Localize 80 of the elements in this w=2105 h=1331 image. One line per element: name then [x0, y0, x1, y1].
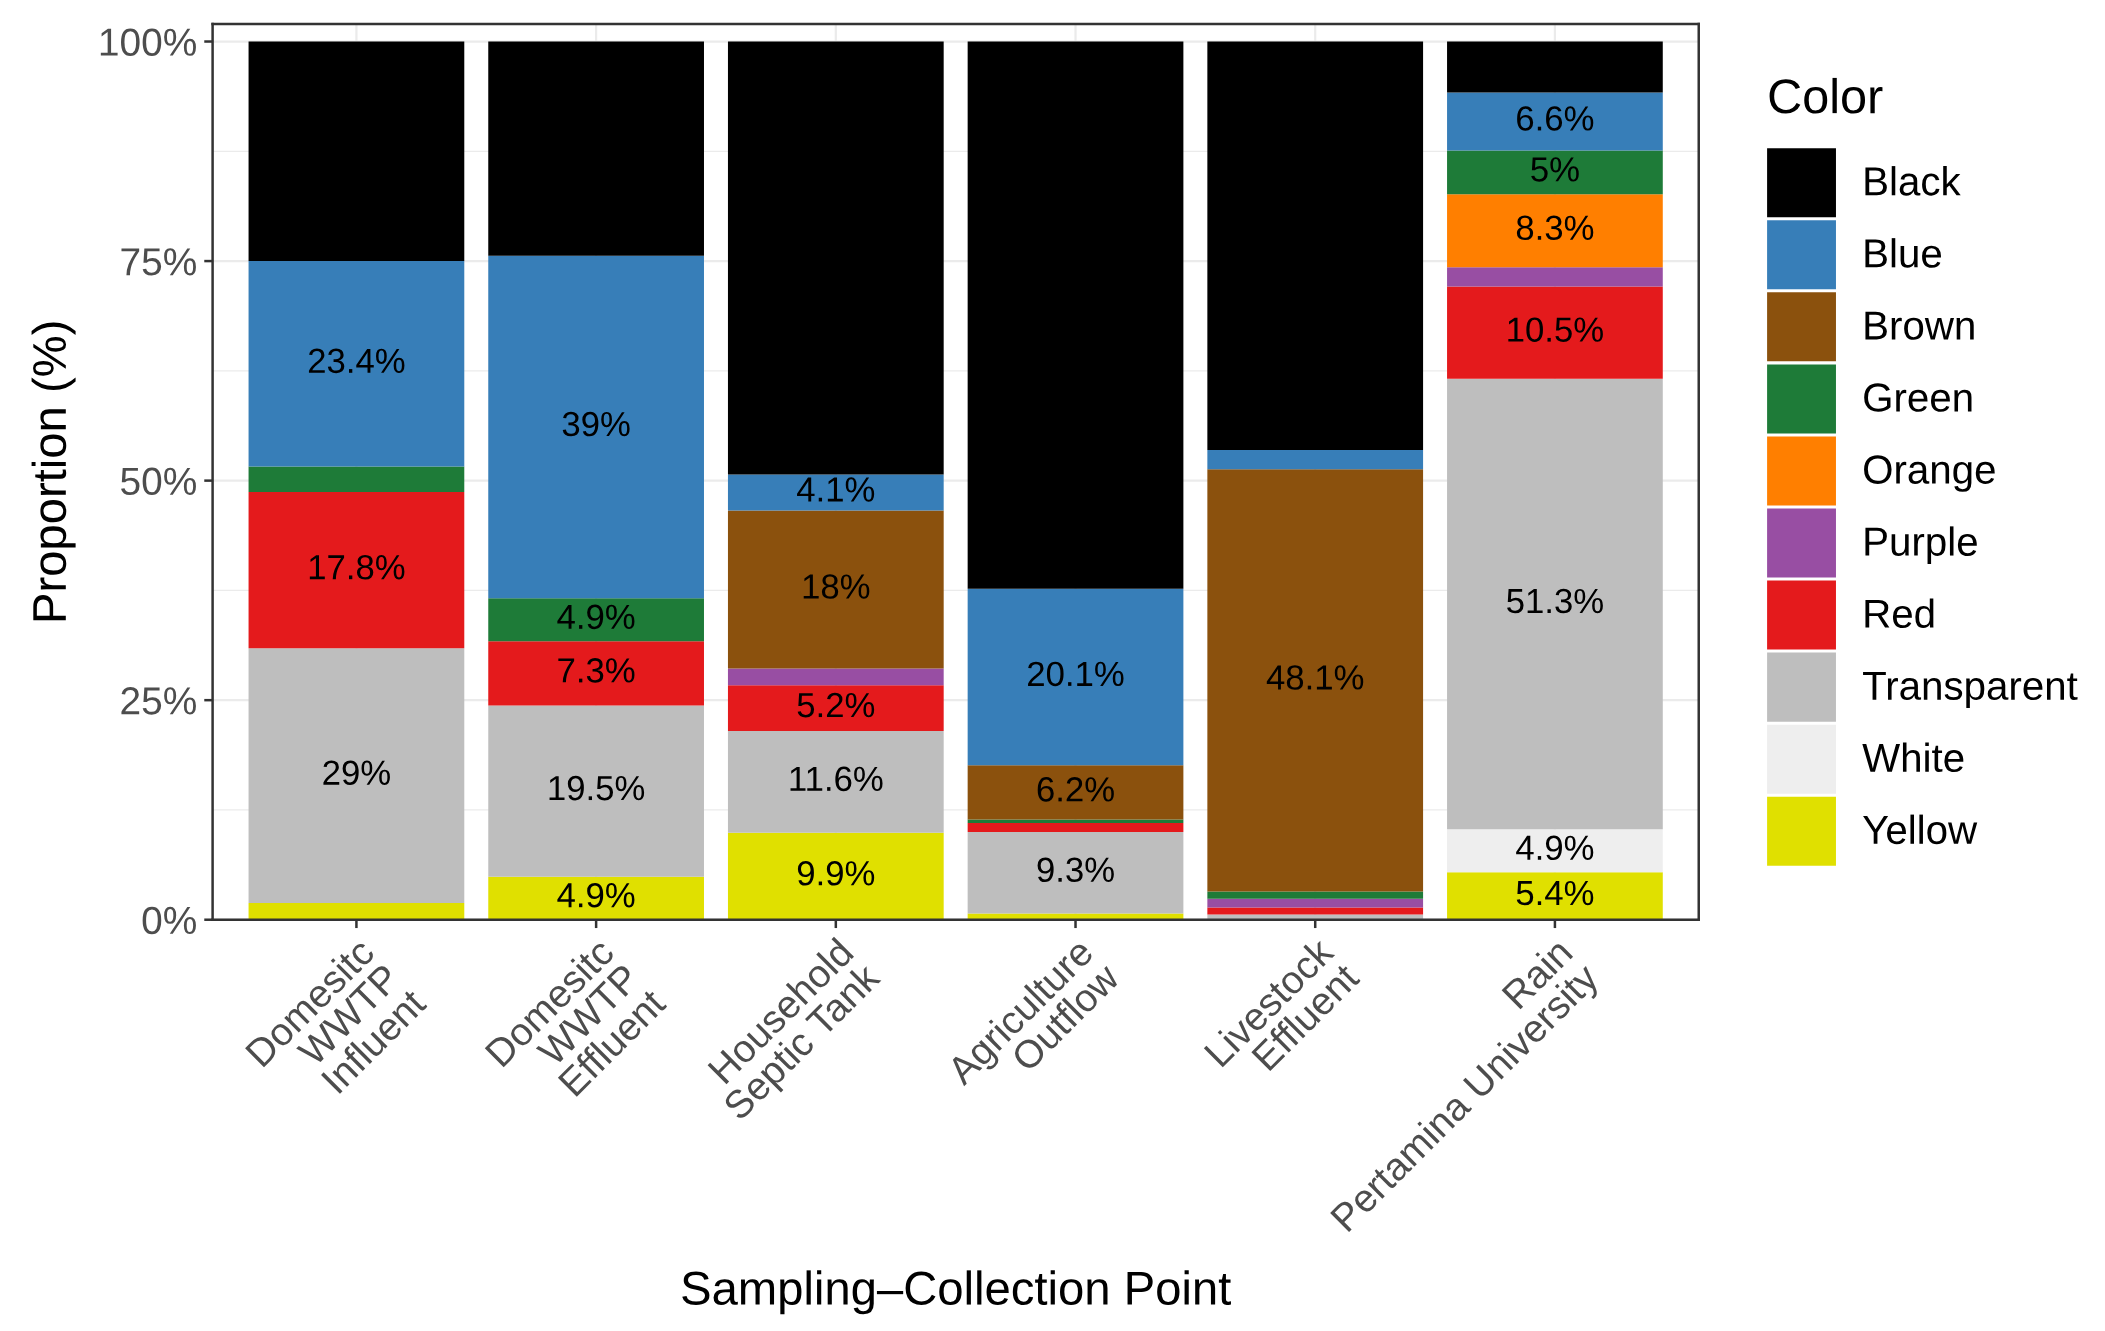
legend-label: Brown: [1865, 311, 1974, 340]
bar: [1447, 378, 1663, 830]
bar: [1207, 41, 1424, 450]
bar: [727, 668, 944, 686]
bar: [488, 255, 704, 599]
bar: [967, 823, 1184, 832]
bar: [727, 730, 944, 833]
bar: [1207, 891, 1424, 899]
data-label: 11.6%: [790, 766, 883, 792]
y-tick-label: 100%: [100, 28, 196, 56]
data-label: 48.1%: [1266, 665, 1364, 690]
legend-label: Yellow: [1863, 814, 1978, 845]
bar: [1447, 829, 1663, 873]
data-label: 4.9%: [557, 604, 635, 630]
legend-label: Green: [1864, 383, 1972, 412]
legend-label: Transparent: [1863, 671, 2078, 709]
legend-label: White: [1862, 742, 1964, 773]
data-label: 4.1%: [797, 477, 875, 502]
data-label: 5.4%: [1516, 880, 1594, 906]
data-label: 4.9%: [1516, 835, 1594, 861]
bar: [488, 705, 704, 877]
data-label: 6.6%: [1517, 106, 1594, 131]
data-label: 9.3%: [1037, 857, 1114, 883]
bar: [727, 474, 944, 511]
data-label: 10.5%: [1508, 317, 1603, 342]
data-label: 18%: [803, 574, 870, 599]
bar: [1207, 469, 1424, 892]
bar: [1207, 898, 1424, 908]
legend-label: Red: [1865, 598, 1934, 629]
data-label: 51.3%: [1507, 588, 1603, 614]
legend-label: Orange: [1864, 455, 1995, 492]
bar: [248, 648, 465, 904]
y-axis-title: Proportion (%): [31, 322, 76, 621]
bar: [967, 831, 1184, 914]
bar: [967, 588, 1184, 766]
bar: [488, 641, 704, 706]
data-label: 5%: [1531, 157, 1579, 182]
bar: [1447, 286, 1663, 379]
bar: [248, 492, 465, 649]
bar: [727, 510, 944, 669]
data-label: 19.5%: [549, 775, 645, 801]
legend-label: Blue: [1865, 238, 1941, 268]
bar: [967, 765, 1184, 820]
data-label: 29%: [323, 760, 390, 786]
data-label: 8.3%: [1516, 215, 1594, 241]
y-tick-label: 50%: [121, 467, 196, 496]
bar: [488, 41, 704, 256]
bar: [727, 685, 944, 731]
data-label: 4.9%: [557, 882, 635, 908]
legend-title: Color: [1769, 77, 1883, 114]
bar: [1447, 150, 1663, 195]
bar: [1447, 194, 1663, 268]
data-label: 6.2%: [1037, 777, 1114, 802]
y-tick-label: 25%: [121, 687, 196, 715]
y-tick-label: 75%: [121, 248, 196, 276]
bar: [727, 832, 944, 920]
data-label: 9.9%: [797, 860, 875, 886]
data-label: 7.3%: [558, 658, 635, 683]
bar: [248, 261, 465, 467]
bar: [1447, 92, 1663, 151]
data-label: 20.1%: [1028, 661, 1124, 687]
bar: [488, 598, 704, 642]
bar: [1447, 267, 1663, 287]
data-label: 23.4%: [308, 348, 405, 374]
data-label: 39%: [562, 411, 630, 437]
bar: [1207, 907, 1424, 915]
y-tick-label: 0%: [142, 906, 196, 935]
data-label: 17.8%: [309, 554, 405, 580]
bar: [248, 466, 465, 493]
bar: [248, 41, 465, 262]
x-axis-title: Sampling–Collection Point: [682, 1270, 1231, 1315]
bar: [248, 903, 465, 920]
bar: [727, 41, 944, 475]
bar: [1207, 449, 1424, 470]
bar: [967, 41, 1184, 589]
data-label: 5.2%: [797, 692, 875, 718]
legend-label: Black: [1865, 166, 1961, 196]
legend-label: Purple: [1865, 526, 1977, 564]
bar: [1447, 41, 1663, 93]
bar: [1447, 872, 1663, 920]
